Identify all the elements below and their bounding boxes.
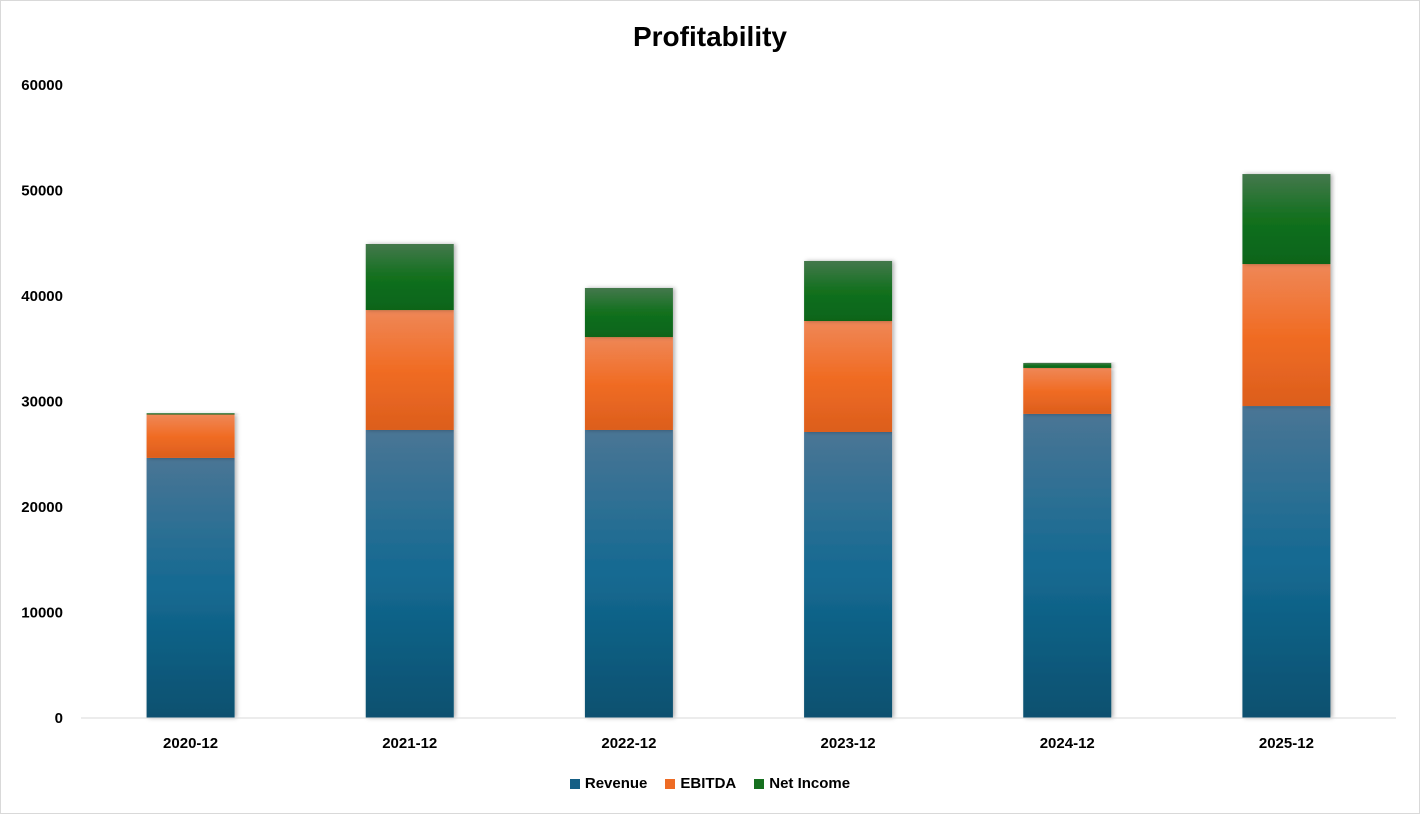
x-tick-label: 2020-12 xyxy=(163,735,218,752)
bar-revenue xyxy=(804,431,893,718)
legend-item: EBITDA xyxy=(665,775,736,792)
y-tick-label: 60000 xyxy=(21,77,63,94)
bar-net-income xyxy=(804,260,893,322)
bar-revenue xyxy=(1023,413,1112,718)
legend-swatch xyxy=(569,778,580,789)
y-tick-label: 40000 xyxy=(21,288,63,305)
y-tick-label: 20000 xyxy=(21,499,63,516)
x-tick-label: 2022-12 xyxy=(601,735,656,752)
bar-net-income xyxy=(584,287,673,338)
bar-revenue xyxy=(146,457,235,718)
bar-revenue xyxy=(365,429,454,718)
x-tick-label: 2023-12 xyxy=(821,735,876,752)
bar-ebitda xyxy=(146,414,235,458)
bar-net-income xyxy=(1242,174,1331,265)
x-tick-label: 2024-12 xyxy=(1040,735,1095,752)
bar-ebitda xyxy=(1023,367,1112,414)
y-tick-label: 10000 xyxy=(21,605,63,622)
bar-ebitda xyxy=(1242,264,1331,407)
y-tick-label: 30000 xyxy=(21,394,63,411)
y-tick-label: 50000 xyxy=(21,183,63,200)
legend-label: EBITDA xyxy=(680,775,737,792)
chart-legend: Revenue EBITDA Net Income xyxy=(1,775,1419,792)
y-tick-label: 0 xyxy=(55,710,63,727)
legend-label: Revenue xyxy=(584,775,648,792)
chart-title: Profitability xyxy=(632,21,787,52)
bar-net-income xyxy=(1023,362,1112,368)
legend-label: Net Income xyxy=(769,775,851,792)
bar-ebitda xyxy=(804,321,893,432)
bar-net-income xyxy=(365,243,454,311)
x-tick-label: 2021-12 xyxy=(382,735,437,752)
bar-net-income xyxy=(146,413,235,415)
bar-revenue xyxy=(584,429,673,718)
legend-item: Revenue xyxy=(569,775,648,792)
bar-ebitda xyxy=(584,337,673,430)
legend-item: Net Income xyxy=(754,775,850,792)
legend-swatch xyxy=(665,778,676,789)
bar-revenue xyxy=(1242,406,1331,718)
bar-ebitda xyxy=(365,310,454,430)
x-tick-label: 2025-12 xyxy=(1259,735,1314,752)
legend-swatch xyxy=(754,778,765,789)
